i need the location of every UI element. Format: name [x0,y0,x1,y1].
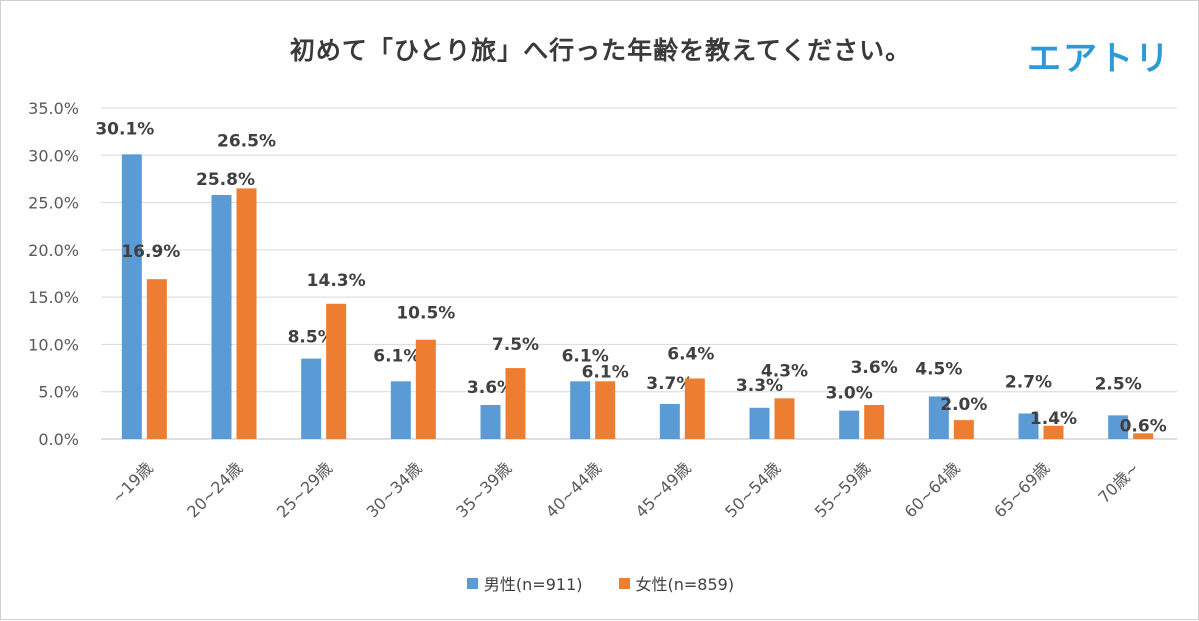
data-label: 3.6% [467,378,514,398]
data-label: 16.9% [121,242,180,262]
bar-male [390,381,411,439]
x-category-label: ~19歳 [108,458,157,507]
x-category-label: 70歳~ [1094,458,1143,507]
bar-male [480,404,501,439]
y-tick-label: 15.0% [28,288,79,307]
legend-label-female: 女性(n=859) [635,575,735,594]
bar-female [684,378,705,439]
bar-male [1108,415,1129,439]
y-tick-label: 25.0% [28,194,79,213]
y-tick-label: 5.0% [38,383,79,402]
legend-swatch-male [466,577,478,589]
bar-male [928,396,949,439]
bar-male [1018,413,1039,439]
y-tick-label: 0.0% [38,430,79,449]
data-label: 0.6% [1120,416,1167,436]
y-tick-label: 10.0% [28,335,79,354]
bar-male [659,404,680,439]
data-label: 6.1% [562,346,609,366]
data-label: 26.5% [217,131,276,151]
legend: 男性(n=911) 女性(n=859) [1,571,1199,595]
bar-male [749,407,770,439]
data-label: 14.3% [307,271,366,291]
chart-title: 初めて「ひとり旅」へ行った年齢を教えてください。 [289,36,912,65]
bar-male [121,154,142,439]
data-label: 10.5% [396,304,455,324]
legend-item-male: 男性(n=911) [466,571,583,595]
data-label: 2.5% [1095,374,1142,394]
data-label: 4.5% [915,359,962,379]
data-label: 3.0% [826,384,873,404]
x-category-label: 65~69歳 [990,458,1053,521]
data-label: 4.3% [761,361,808,381]
data-label: 7.5% [492,335,539,355]
data-label: 6.1% [582,362,629,382]
data-label: 8.5% [288,328,335,348]
bar-female [1043,425,1064,439]
data-label: 6.4% [667,344,714,364]
bar-male [839,410,860,439]
data-label: 3.6% [851,358,898,378]
brand-logo: エアトリ [1027,39,1171,79]
x-category-label: 50~54歳 [721,458,784,521]
bar-female [774,398,795,439]
legend-label-male: 男性(n=911) [483,575,583,594]
data-label: 3.7% [646,374,693,394]
bar-male [211,195,232,439]
bar-female [146,279,167,439]
bar-female [415,339,436,439]
data-label: 3.3% [736,376,783,396]
x-category-label: 30~34歳 [363,458,426,521]
bar-female [1133,433,1154,439]
data-label: 2.0% [940,395,987,415]
y-tick-label: 20.0% [28,241,79,260]
bar-male [301,358,322,439]
x-category-label: 60~64歳 [901,458,964,521]
bar-male [570,381,591,439]
data-label: 30.1% [95,119,154,139]
y-tick-label: 35.0% [28,99,79,118]
data-label: 2.7% [1005,372,1052,392]
x-category-label: 55~59歳 [811,458,874,521]
x-category-label: 20~24歳 [183,458,246,521]
bar-female [953,420,974,439]
y-tick-label: 30.0% [28,146,79,165]
bar-female [505,368,526,439]
bar-female [236,188,257,439]
bar-female [326,303,347,439]
data-label: 25.8% [196,170,255,190]
legend-swatch-female [618,577,630,589]
data-label: 1.4% [1030,409,1077,429]
data-label: 6.1% [373,346,420,366]
x-category-label: 40~44歳 [542,458,605,521]
legend-item-female: 女性(n=859) [618,571,735,595]
x-category-label: 35~39歳 [452,458,515,521]
bar-female [595,381,616,439]
x-category-label: 25~29歳 [273,458,336,521]
x-category-label: 45~49歳 [632,458,695,521]
bar-female [864,404,885,439]
